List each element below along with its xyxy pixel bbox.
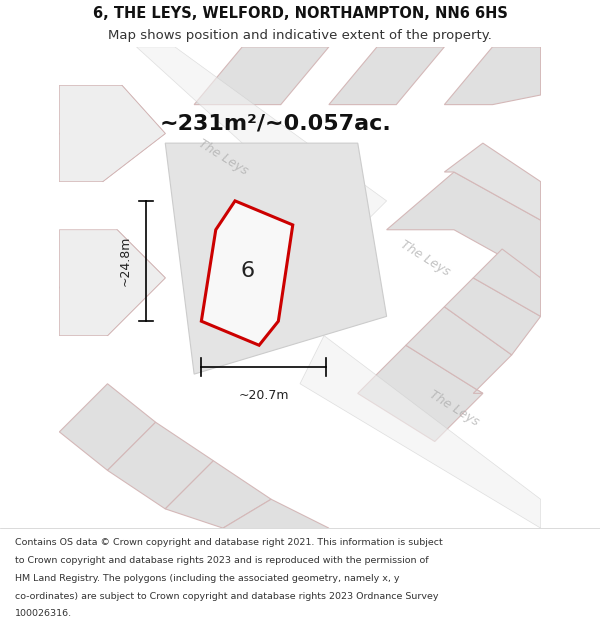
Polygon shape [59, 230, 165, 336]
Polygon shape [223, 499, 329, 538]
Polygon shape [59, 384, 155, 471]
Text: The Leys: The Leys [427, 388, 481, 428]
Text: The Leys: The Leys [398, 238, 452, 279]
Text: co-ordinates) are subject to Crown copyright and database rights 2023 Ordnance S: co-ordinates) are subject to Crown copyr… [15, 592, 439, 601]
Polygon shape [165, 143, 386, 374]
Text: ~24.8m: ~24.8m [119, 236, 131, 286]
Text: 6: 6 [240, 261, 254, 281]
Polygon shape [107, 422, 214, 509]
Text: The Leys: The Leys [196, 138, 250, 178]
Polygon shape [445, 278, 541, 355]
Text: Contains OS data © Crown copyright and database right 2021. This information is : Contains OS data © Crown copyright and d… [15, 538, 443, 547]
Polygon shape [386, 172, 541, 278]
Polygon shape [445, 47, 541, 104]
Text: to Crown copyright and database rights 2023 and is reproduced with the permissio: to Crown copyright and database rights 2… [15, 556, 428, 565]
Polygon shape [59, 86, 165, 182]
Polygon shape [358, 345, 483, 441]
Polygon shape [59, 86, 165, 182]
Polygon shape [445, 143, 541, 220]
Text: 100026316.: 100026316. [15, 609, 72, 619]
Polygon shape [329, 47, 445, 104]
Text: Map shows position and indicative extent of the property.: Map shows position and indicative extent… [108, 29, 492, 42]
Polygon shape [194, 47, 329, 104]
Text: ~231m²/~0.057ac.: ~231m²/~0.057ac. [160, 114, 392, 134]
Polygon shape [473, 249, 541, 316]
Text: 6, THE LEYS, WELFORD, NORTHAMPTON, NN6 6HS: 6, THE LEYS, WELFORD, NORTHAMPTON, NN6 6… [92, 6, 508, 21]
Text: ~20.7m: ~20.7m [239, 389, 289, 401]
Polygon shape [59, 230, 165, 336]
Polygon shape [300, 336, 541, 528]
Polygon shape [165, 461, 271, 528]
Polygon shape [202, 201, 293, 345]
Polygon shape [136, 47, 386, 239]
Polygon shape [406, 307, 512, 393]
Text: HM Land Registry. The polygons (including the associated geometry, namely x, y: HM Land Registry. The polygons (includin… [15, 574, 400, 582]
